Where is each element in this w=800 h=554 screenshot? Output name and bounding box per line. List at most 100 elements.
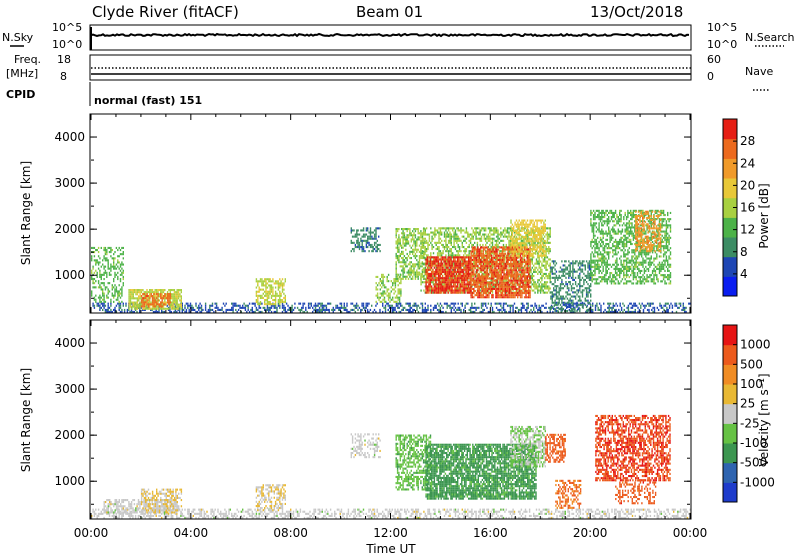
scatter-cell — [468, 246, 470, 249]
scatter-cell — [257, 308, 259, 311]
scatter-cell — [475, 283, 478, 286]
scatter-cell — [482, 296, 485, 299]
scatter-cell — [447, 254, 450, 257]
scatter-cell — [156, 310, 159, 313]
scatter-cell — [465, 287, 467, 290]
scatter-cell — [491, 275, 493, 278]
scatter-cell — [508, 241, 510, 244]
scatter-cell — [633, 302, 635, 305]
scatter-cell — [652, 306, 654, 309]
scatter-cell — [443, 264, 446, 267]
scatter-cell — [466, 283, 468, 286]
scatter-cell — [361, 241, 363, 244]
scatter-cell — [549, 310, 551, 313]
scatter-cell — [409, 263, 411, 266]
scatter-cell — [416, 304, 418, 307]
scatter-cell — [513, 235, 516, 238]
scatter-cell — [167, 308, 170, 311]
scatter-cell — [502, 306, 505, 309]
scatter-cell — [149, 293, 151, 296]
scatter-cell — [180, 297, 182, 300]
scatter-cell — [454, 235, 457, 238]
scatter-cell — [298, 308, 300, 311]
scatter-cell — [409, 275, 411, 278]
scatter-cell — [483, 302, 485, 305]
scatter-cell — [447, 239, 450, 242]
scatter-cell — [447, 241, 450, 244]
scatter-cell — [449, 248, 451, 251]
scatter-cell — [111, 310, 113, 313]
scatter-cell — [491, 294, 493, 297]
scatter-cell — [95, 259, 97, 262]
scatter-cell — [485, 271, 487, 274]
scatter-cell — [407, 234, 410, 237]
scatter-cell — [433, 291, 436, 294]
scatter-cell — [493, 283, 496, 286]
scatter-cell — [428, 277, 430, 280]
scatter-cell — [281, 286, 284, 289]
scatter-cell — [475, 231, 477, 234]
scatter-cell — [478, 287, 480, 290]
scatter-cell — [436, 231, 439, 234]
scatter-cell — [528, 270, 531, 273]
scatter-cell — [541, 277, 543, 280]
scatter-cell — [354, 235, 357, 238]
scatter-cell — [495, 248, 497, 251]
scatter-cell — [456, 235, 458, 238]
scatter-cell — [153, 293, 155, 296]
scatter-cell — [441, 231, 443, 234]
scatter-cell — [441, 285, 444, 288]
scatter-cell — [119, 310, 122, 313]
scatter-cell — [362, 304, 365, 307]
scatter-cell — [410, 267, 412, 270]
scatter-cell — [448, 275, 451, 278]
scatter-cell — [353, 229, 355, 232]
scatter-cell — [115, 246, 118, 249]
nsky-tick-high: 10^5 — [52, 21, 82, 34]
scatter-cell — [423, 275, 425, 278]
scatter-cell — [496, 254, 498, 257]
scatter-cell — [331, 308, 333, 311]
scatter-cell — [413, 248, 415, 251]
scatter-cell — [612, 310, 614, 313]
scatter-cell — [117, 261, 119, 264]
scatter-cell — [526, 306, 528, 309]
scatter-cell — [102, 259, 104, 262]
scatter-cell — [118, 246, 120, 249]
scatter-cell — [494, 239, 496, 242]
scatter-cell — [453, 254, 455, 257]
scatter-cell — [493, 231, 495, 234]
scatter-cell — [497, 256, 499, 259]
scatter-cell — [489, 277, 491, 280]
scatter-cell — [496, 292, 498, 295]
scatter-cell — [421, 233, 424, 236]
scatter-cell — [644, 304, 646, 307]
scatter-cell — [491, 263, 493, 266]
scatter-cell — [504, 279, 506, 282]
scatter-cell — [130, 308, 133, 311]
scatter-cell — [458, 239, 461, 242]
scatter-cell — [446, 262, 448, 265]
scatter-cell — [376, 275, 379, 278]
scatter-cell — [325, 304, 328, 307]
scatter-cell — [270, 286, 273, 289]
scatter-cell — [125, 304, 127, 307]
scatter-cell — [492, 275, 494, 278]
scatter-cell — [545, 246, 547, 249]
scatter-cell — [384, 304, 387, 307]
scatter-cell — [471, 273, 474, 276]
scatter-cell — [175, 293, 177, 296]
scatter-cell — [469, 289, 471, 292]
scatter-cell — [273, 304, 275, 307]
scatter-cell — [469, 237, 472, 240]
scatter-cell — [402, 240, 404, 243]
scatter-cell — [103, 304, 105, 307]
scatter-cell — [471, 265, 474, 268]
scatter-cell — [458, 289, 460, 292]
scatter-cell — [549, 277, 551, 280]
scatter-cell — [520, 308, 523, 311]
scatter-cell — [266, 292, 269, 295]
scatter-cell — [110, 246, 112, 249]
scatter-cell — [276, 294, 278, 297]
scatter-cell — [463, 246, 465, 249]
